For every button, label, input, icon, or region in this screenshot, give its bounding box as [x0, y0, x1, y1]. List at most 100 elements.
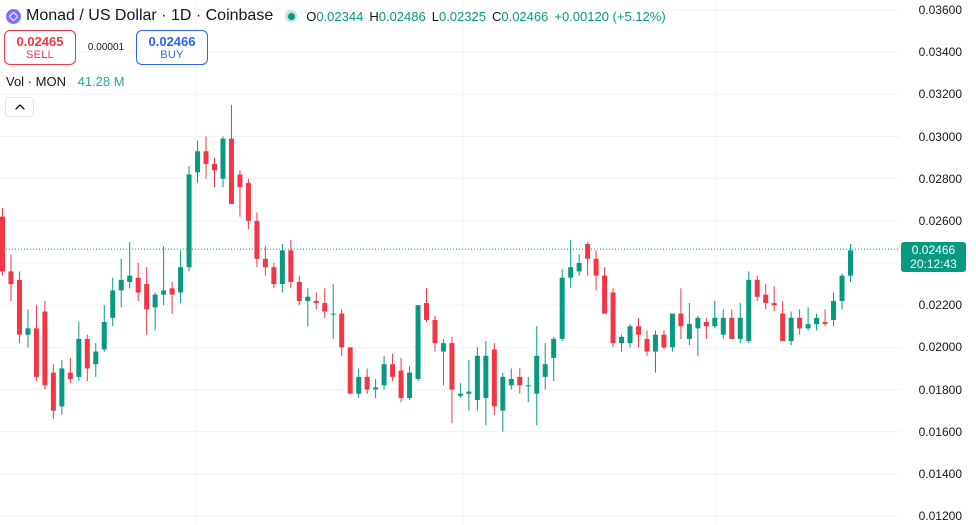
- candle-down: [390, 364, 396, 377]
- price-axis-label: 0.01600: [918, 424, 962, 439]
- candle-down: [296, 281, 302, 301]
- candle-down: [42, 311, 48, 386]
- candle-up: [788, 317, 794, 342]
- price-axis-label: 0.02600: [918, 213, 962, 228]
- candle-up: [161, 290, 167, 295]
- candle-up: [542, 364, 548, 377]
- candle-up: [568, 267, 574, 278]
- price-axis-label: 0.02200: [918, 298, 962, 313]
- candle-up: [712, 317, 718, 327]
- candle-up: [839, 275, 845, 301]
- candle-down: [135, 277, 141, 293]
- candle-down: [237, 174, 243, 188]
- candle-up: [195, 151, 201, 173]
- candle-up: [576, 263, 582, 272]
- trade-panel: 0.02465 SELL 0.00001 0.02466 BUY: [4, 30, 208, 65]
- candle-up: [805, 324, 811, 329]
- candle-up: [25, 328, 31, 335]
- market-status-icon[interactable]: [285, 10, 298, 22]
- candle-down: [212, 163, 217, 171]
- close-value: 0.02466: [501, 8, 549, 24]
- candle-down: [424, 303, 429, 320]
- candle-up: [559, 277, 565, 339]
- high-value: 0.02486: [378, 8, 426, 24]
- symbol-title[interactable]: Monad / US Dollar · 1D · Coinbase: [26, 7, 274, 24]
- candle-up: [152, 294, 158, 308]
- candle-up: [627, 326, 633, 344]
- candle-down: [288, 250, 294, 282]
- candle-up: [407, 372, 413, 398]
- candle-down: [8, 271, 14, 285]
- candle-down: [84, 338, 90, 369]
- candle-up: [220, 138, 226, 179]
- candle-down: [432, 319, 438, 344]
- candle-up: [59, 368, 65, 407]
- change-value: +0.00120 (+5.12%): [554, 8, 666, 24]
- candle-up: [831, 300, 837, 320]
- candle-down: [0, 216, 5, 272]
- candle-up: [746, 279, 752, 342]
- price-axis-label: 0.01400: [918, 466, 962, 481]
- volume-value: 41.28 M: [77, 74, 125, 89]
- candle-down: [262, 258, 268, 268]
- buy-price: 0.02466: [148, 33, 196, 49]
- open-label: O: [306, 8, 317, 24]
- candle-down: [703, 322, 709, 327]
- candle-down: [602, 275, 608, 314]
- last-price-value: 0.02466: [911, 243, 956, 258]
- candle-up: [619, 336, 625, 344]
- candle-down: [754, 279, 760, 297]
- symbol-legend: Monad / US Dollar · 1D · Coinbase O 0.02…: [6, 5, 666, 27]
- monad-logo-icon[interactable]: [6, 8, 21, 24]
- price-axis-label: 0.01800: [918, 382, 962, 397]
- candle-up: [101, 322, 107, 350]
- collapse-legend-button[interactable]: [5, 97, 34, 117]
- candle-down: [491, 349, 497, 407]
- price-axis-label: 0.02000: [918, 340, 962, 355]
- candle-down: [203, 151, 209, 164]
- candle-down: [67, 372, 73, 379]
- bar-countdown: 20:12:43: [910, 257, 957, 272]
- price-axis-label: 0.03400: [918, 45, 962, 60]
- candle-down: [644, 338, 650, 352]
- candle-down: [610, 292, 616, 344]
- candle-down: [585, 244, 591, 259]
- candle-up: [720, 317, 726, 335]
- price-axis-label: 0.03000: [918, 129, 962, 144]
- candle-up: [508, 378, 514, 386]
- vertical-grid: [195, 0, 717, 525]
- candle-up: [551, 338, 557, 358]
- volume-legend[interactable]: Vol · MON 41.28 M: [6, 74, 125, 89]
- sell-button[interactable]: 0.02465 SELL: [4, 30, 76, 65]
- low-value: 0.02325: [438, 8, 486, 24]
- candle-down: [780, 313, 786, 342]
- price-axis-label: 0.02800: [918, 171, 962, 186]
- candle-down: [271, 267, 277, 285]
- candle-up: [474, 355, 480, 401]
- candle-up: [381, 364, 387, 386]
- candle-up: [466, 391, 472, 394]
- candle-down: [797, 317, 803, 329]
- candle-down: [364, 376, 370, 390]
- candle-down: [16, 279, 22, 335]
- candle-down: [245, 182, 251, 221]
- candle-up: [737, 317, 743, 339]
- candle-down: [449, 343, 455, 390]
- candle-up: [525, 385, 531, 387]
- candle-down: [169, 288, 175, 295]
- candle-up: [330, 313, 336, 315]
- sell-label: SELL: [25, 48, 55, 61]
- candle-up: [279, 250, 285, 285]
- candle-down: [228, 138, 234, 204]
- candle-down: [678, 313, 684, 327]
- candle-up: [669, 313, 675, 348]
- candle-up: [686, 324, 692, 339]
- candle-down: [313, 300, 319, 304]
- high-label: H: [369, 8, 379, 24]
- candle-up: [415, 305, 421, 379]
- candle-down: [50, 372, 56, 411]
- buy-button[interactable]: 0.02466 BUY: [136, 30, 208, 65]
- candle-down: [339, 313, 345, 348]
- candle-down: [771, 303, 777, 306]
